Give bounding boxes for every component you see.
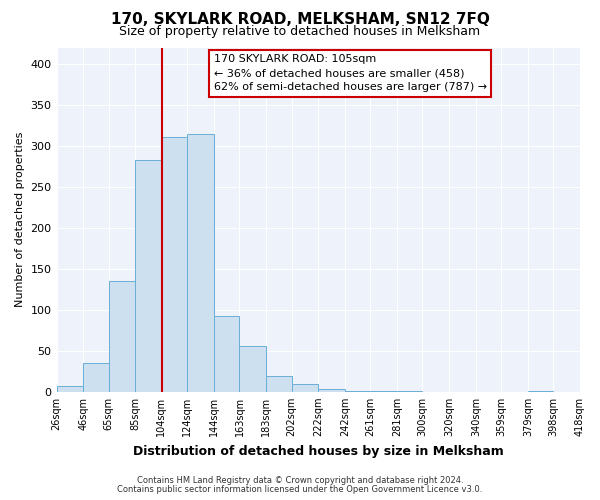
- Bar: [397, 391, 422, 392]
- Y-axis label: Number of detached properties: Number of detached properties: [15, 132, 25, 308]
- Bar: [318, 390, 345, 392]
- Text: 170, SKYLARK ROAD, MELKSHAM, SN12 7FQ: 170, SKYLARK ROAD, MELKSHAM, SN12 7FQ: [110, 12, 490, 28]
- Bar: [370, 391, 397, 392]
- Text: Contains HM Land Registry data © Crown copyright and database right 2024.: Contains HM Land Registry data © Crown c…: [137, 476, 463, 485]
- Bar: [161, 137, 187, 392]
- Bar: [528, 391, 553, 392]
- Bar: [266, 376, 292, 392]
- Bar: [136, 160, 161, 392]
- Bar: [214, 316, 239, 392]
- Bar: [239, 346, 266, 392]
- X-axis label: Distribution of detached houses by size in Melksham: Distribution of detached houses by size …: [133, 444, 503, 458]
- Bar: [345, 391, 370, 392]
- Bar: [109, 281, 136, 392]
- Bar: [292, 384, 318, 392]
- Text: Contains public sector information licensed under the Open Government Licence v3: Contains public sector information licen…: [118, 485, 482, 494]
- Bar: [56, 386, 83, 392]
- Text: 170 SKYLARK ROAD: 105sqm
← 36% of detached houses are smaller (458)
62% of semi-: 170 SKYLARK ROAD: 105sqm ← 36% of detach…: [214, 54, 487, 92]
- Text: Size of property relative to detached houses in Melksham: Size of property relative to detached ho…: [119, 25, 481, 38]
- Bar: [187, 134, 214, 392]
- Bar: [83, 363, 109, 392]
